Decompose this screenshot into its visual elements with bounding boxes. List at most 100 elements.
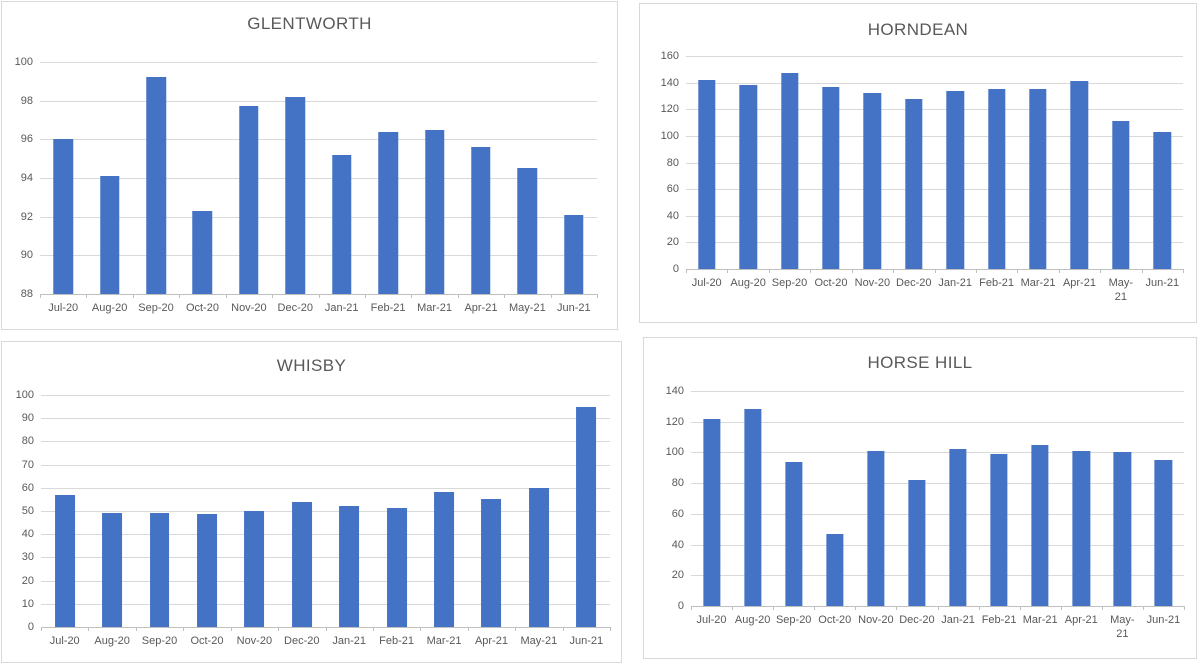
x-category-label: Jun-21 — [1145, 277, 1180, 289]
bar-may-21 — [1113, 452, 1131, 606]
x-axis-tick-mark — [372, 627, 374, 631]
gridline — [40, 178, 597, 179]
chart-title-horse-hill: HORSE HILL — [867, 353, 973, 372]
y-axis-tick-label: 100 — [665, 446, 684, 459]
x-axis-tick-mark — [1100, 269, 1102, 273]
y-axis-tick-label: 30 — [21, 551, 34, 564]
gridline — [41, 511, 610, 512]
x-axis-tick-mark — [691, 606, 692, 610]
x-category-label: Mar-21 — [1020, 277, 1056, 289]
bar-slot — [88, 395, 135, 627]
x-axis-tick-mark — [610, 627, 611, 631]
bar-slot — [41, 395, 88, 627]
x-axis-tick-mark — [855, 606, 857, 610]
y-axis-tick-label: 120 — [660, 103, 679, 116]
x-category-label: Sep-20 — [141, 635, 178, 647]
x-axis-tick-mark — [768, 269, 770, 273]
gridline — [41, 534, 610, 536]
x-category-label: Jan-21 — [941, 614, 975, 626]
bar-sep-20 — [785, 461, 803, 606]
bar-may-21 — [1112, 121, 1130, 269]
x-axis-tick-mark — [420, 627, 422, 631]
gridline — [686, 242, 1183, 244]
bar-slot — [40, 62, 86, 294]
bar-oct-20 — [822, 86, 840, 269]
bar-jan-21 — [949, 449, 967, 606]
gridline — [686, 135, 1183, 137]
x-category-label: Apr-21 — [1064, 614, 1098, 626]
x-axis-tick-mark — [135, 627, 137, 631]
x-category-label: Jul-20 — [691, 277, 722, 289]
y-axis-tick-label: 0 — [27, 621, 34, 633]
y-axis-tick-label: 140 — [660, 76, 679, 89]
x-axis-tick-mark — [411, 294, 413, 298]
bar-slot — [272, 62, 318, 294]
x-category-label: Dec-20 — [277, 302, 314, 314]
chart-panel-horse-hill: HORSE HILL 0 20 40 60 80 100 120 140 Jul-20 Aug-2… — [643, 337, 1197, 659]
bar-jun-21 — [564, 214, 584, 294]
y-axis-tick-label: 120 — [665, 415, 684, 428]
x-category-label: Sep-20 — [775, 614, 812, 626]
bar-slot — [133, 62, 179, 294]
x-axis-tick-mark — [225, 294, 227, 298]
bar-jun-21 — [1153, 131, 1171, 269]
bar-apr-21 — [1072, 450, 1090, 606]
bar-feb-21 — [378, 131, 398, 294]
bar-dec-20 — [291, 501, 312, 627]
gridline — [691, 483, 1184, 485]
bar-jul-20 — [53, 139, 73, 294]
bar-slot — [814, 391, 855, 606]
bar-sep-20 — [780, 73, 799, 269]
gridline — [686, 56, 1183, 57]
y-axis-tick-label: 70 — [21, 458, 34, 471]
y-axis-tick-label: 94 — [20, 172, 33, 184]
x-category-label: Jan-21 — [938, 277, 973, 289]
bar-mar-21 — [424, 129, 445, 294]
bar-slot — [1061, 391, 1102, 606]
x-axis-tick-mark — [727, 269, 729, 273]
x-axis-tick-mark — [937, 606, 939, 610]
bar-slot — [1143, 391, 1184, 606]
x-axis-tick-mark — [1019, 606, 1021, 610]
y-axis-tick-label: 98 — [20, 94, 33, 107]
x-axis-tick-mark — [41, 627, 42, 631]
bar-slot — [563, 395, 610, 627]
y-axis-tick-label: 100 — [660, 129, 679, 142]
x-axis-tick-mark — [814, 606, 816, 610]
chart-title-horndean: HORNDEAN — [867, 20, 969, 39]
x-axis-tick-mark — [132, 294, 134, 298]
y-axis-tick-label: 80 — [666, 156, 679, 169]
bar-slot — [468, 395, 515, 627]
x-axis-tick-mark — [272, 294, 274, 298]
bar-jan-21 — [331, 154, 352, 294]
x-category-label: Jun-21 — [569, 635, 604, 647]
y-axis-tick-label: 0 — [677, 600, 684, 612]
bar-slot — [1100, 56, 1141, 269]
y-axis-tick-label: 20 — [666, 236, 679, 249]
bar-slot — [278, 395, 325, 627]
x-category-label: Jul-20 — [49, 635, 80, 647]
gridline — [40, 255, 597, 257]
x-axis-tick-mark — [1017, 269, 1019, 273]
y-axis-tick-label: 80 — [21, 435, 34, 448]
y-axis-tick-label: 0 — [672, 263, 679, 275]
bar-slot — [935, 56, 976, 269]
x-axis-tick-mark — [1060, 606, 1062, 610]
gridline — [686, 82, 1183, 84]
y-axis-tick-label: 90 — [20, 249, 33, 262]
x-axis-tick-mark — [230, 627, 232, 631]
x-category-label: Oct-20 — [814, 277, 848, 289]
x-axis-tick-mark — [732, 606, 734, 610]
bar-slot — [183, 395, 230, 627]
x-category-label: Nov-20 — [236, 635, 273, 647]
bar-jun-21 — [576, 406, 597, 627]
y-axis-tick-label: 100 — [14, 56, 33, 68]
bar-slot — [896, 391, 937, 606]
gridline — [40, 216, 597, 218]
gridline — [41, 418, 610, 420]
x-axis-tick-mark — [1101, 606, 1103, 610]
y-axis-tick-label: 40 — [671, 538, 684, 551]
chart-title-glentworth: GLENTWORTH — [247, 14, 372, 33]
bar-slot — [504, 62, 550, 294]
